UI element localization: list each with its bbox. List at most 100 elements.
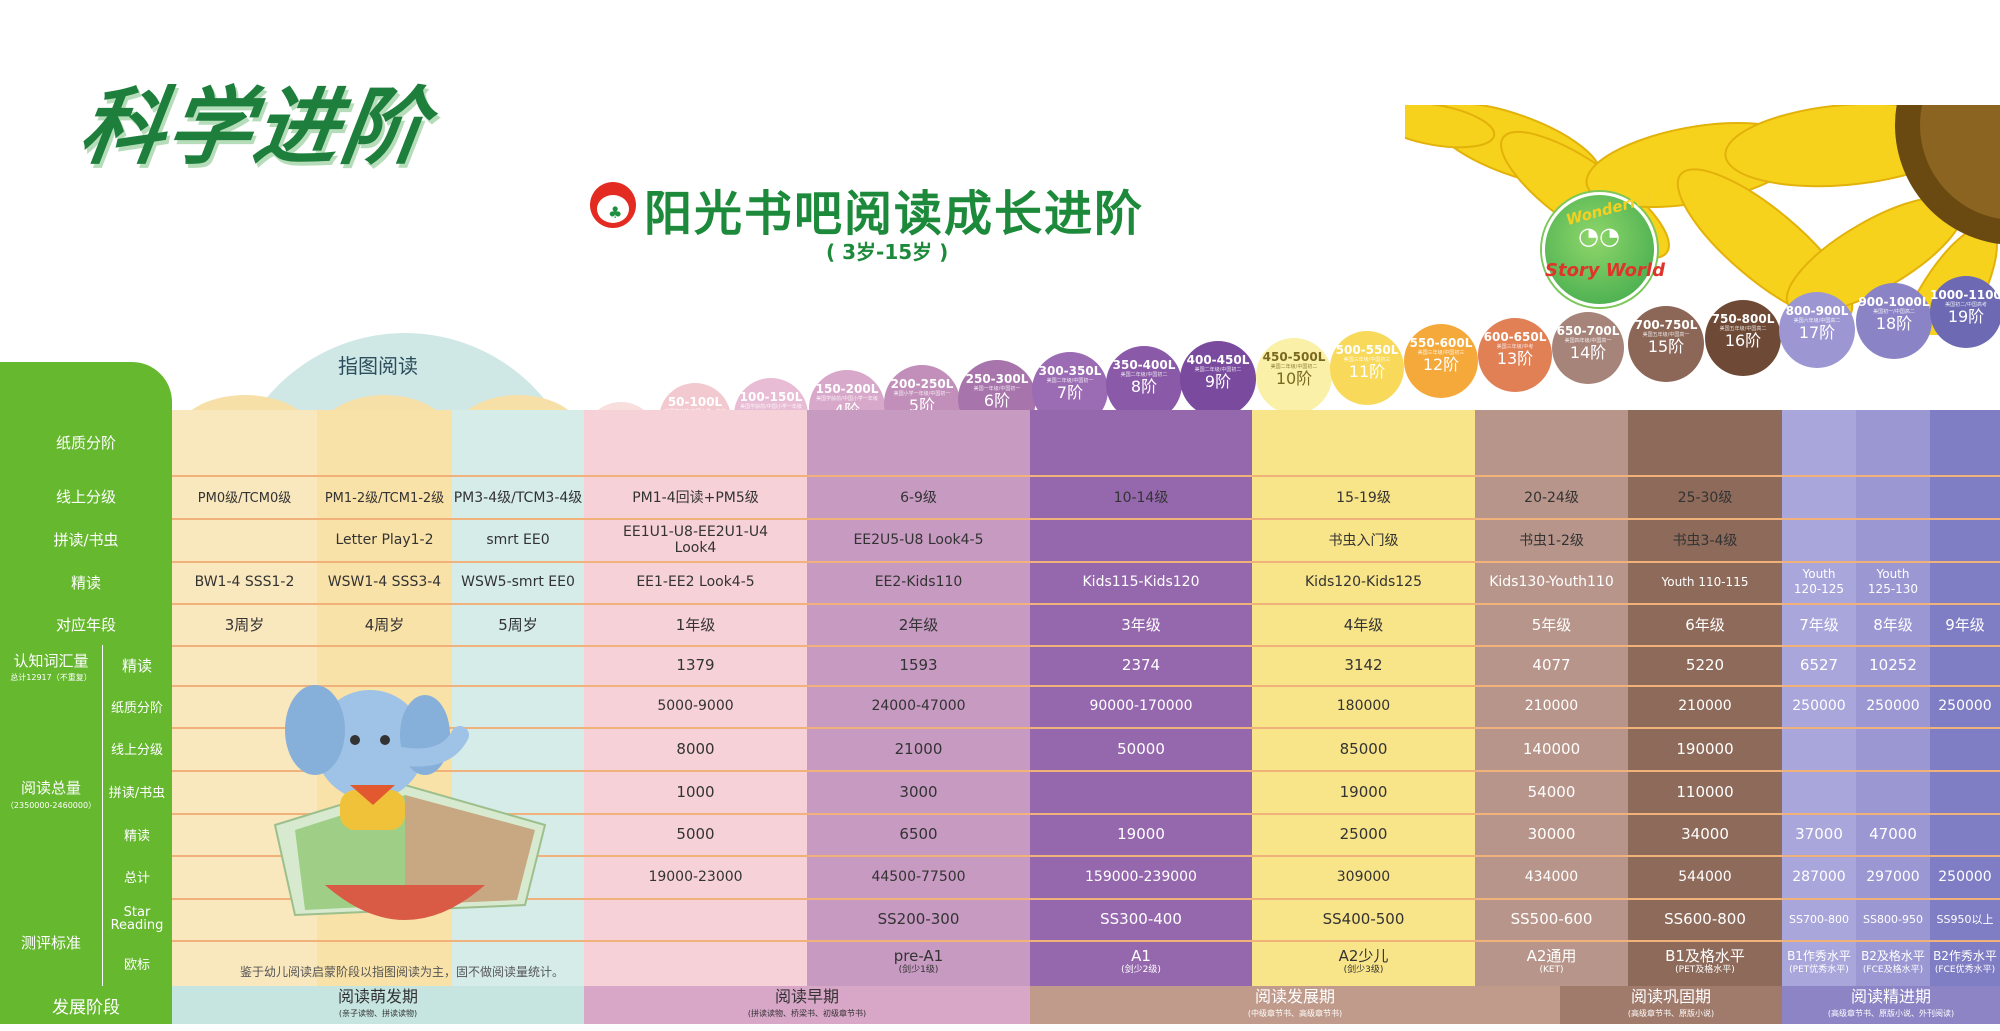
stage-name: 阅读精进期 bbox=[1850, 987, 1931, 1006]
star-reading-cell: SS700-800 bbox=[1789, 912, 1849, 926]
column-band bbox=[584, 410, 807, 986]
level-grade-note: 美国三年级/中考 bbox=[1496, 344, 1534, 350]
row-label-vocab: 认知词汇量 bbox=[0, 648, 102, 672]
row-label-vocab-note: 总计12917（不重复） bbox=[0, 670, 102, 684]
level-circle: 350-400L 美国二年级/中国初二 8阶 bbox=[1106, 346, 1182, 422]
phonics-cell: EE2U5-U8 Look4-5 bbox=[853, 531, 984, 548]
level-circle: 750-800L 美国五年级/中国高二 16阶 bbox=[1705, 300, 1781, 376]
level-lexile-range: 450-500L bbox=[1262, 350, 1326, 364]
total-paper-cell: 250000 bbox=[1938, 698, 1992, 714]
level-grade-note: 美国学龄前/中国小学一年级 bbox=[816, 396, 878, 402]
total-paper-cell: 250000 bbox=[1866, 698, 1920, 714]
stage-cell: 阅读巩固期 (高级章节书、原版小说) bbox=[1560, 986, 1782, 1024]
level-lexile-range: 900-1000L bbox=[1858, 295, 1930, 309]
picture-reading-title: 指图阅读 bbox=[338, 354, 418, 378]
row-label-phonics: 拼读/书虫 bbox=[0, 518, 172, 561]
level-circle: 800-900L 美国六年级/中国高二 17阶 bbox=[1779, 292, 1855, 368]
level-grade-note: 美国三年级/中国初三 bbox=[1417, 350, 1465, 356]
vocab-cell: 6527 bbox=[1799, 656, 1839, 674]
online-level-cell: PM3-4级/TCM3-4级 bbox=[453, 489, 583, 506]
total-sum-cell: 434000 bbox=[1524, 868, 1579, 885]
grade-cell: 9年级 bbox=[1945, 615, 1985, 634]
total-intensive-cell: 19000 bbox=[1117, 825, 1165, 843]
total-intensive-cell: 25000 bbox=[1339, 825, 1388, 843]
level-number: 17阶 bbox=[1798, 323, 1836, 342]
cefr-level: B2及格水平 bbox=[1861, 949, 1925, 963]
row-divider bbox=[172, 898, 2000, 900]
story-world-text: Story World bbox=[1545, 260, 1665, 281]
cefr-exam: (剑少2级) bbox=[1121, 965, 1161, 975]
row-divider bbox=[172, 685, 2000, 687]
intensive-cell: BW1-4 SSS1-2 bbox=[194, 574, 295, 590]
star-reading-cell: SS500-600 bbox=[1510, 910, 1593, 928]
level-circle: 400-450L 美国二年级/中国初二 9阶 bbox=[1180, 341, 1256, 417]
intensive-cell: WSW5-smrt EE0 bbox=[461, 574, 575, 590]
online-level-cell: 15-19级 bbox=[1336, 489, 1391, 506]
stage-cell: 阅读早期 (拼读读物、桥梁书、初级章节书) bbox=[584, 986, 1030, 1024]
level-grade-note: 美国六年级/中国高二 bbox=[1793, 318, 1841, 324]
level-lexile-range: 50-100L bbox=[667, 395, 723, 409]
row-label-total-intensive: 精读 bbox=[102, 813, 172, 855]
stage-note: (中级章节书、高级章节书) bbox=[1247, 1009, 1343, 1018]
cefr-cell: B2及格水平 (FCE及格水平) bbox=[1856, 940, 1930, 986]
level-grade-note: 美国初一/中国高二 bbox=[1873, 309, 1915, 315]
grade-cell: 3周岁 bbox=[224, 615, 265, 634]
grade-cell: 6年级 bbox=[1685, 615, 1725, 634]
cefr-level: pre-A1 bbox=[893, 947, 944, 965]
cefr-exam: (PET及格水平) bbox=[1675, 965, 1735, 975]
level-lexile-range: 300-350L bbox=[1038, 364, 1102, 378]
level-number: 8阶 bbox=[1130, 377, 1158, 396]
level-grade-note: 美国三年级/中国初三 bbox=[1343, 357, 1391, 363]
intensive-cell: Kids130-Youth110 bbox=[1489, 574, 1614, 590]
row-divider bbox=[172, 475, 2000, 477]
grade-cell: 8年级 bbox=[1873, 615, 1913, 634]
row-divider bbox=[172, 603, 2000, 605]
level-circle: 450-500L 美国二年级/中国初二 10阶 bbox=[1256, 338, 1332, 414]
level-number: 18阶 bbox=[1875, 314, 1913, 333]
total-sum-cell: 544000 bbox=[1678, 868, 1732, 885]
intensive-cell: Youth 125-130 bbox=[1867, 567, 1919, 596]
level-circle: 550-600L 美国三年级/中国初三 12阶 bbox=[1404, 324, 1478, 398]
vocab-cell: 10252 bbox=[1869, 656, 1917, 674]
total-online-cell: 50000 bbox=[1117, 739, 1165, 758]
intensive-cell: EE2-Kids110 bbox=[874, 574, 963, 590]
cefr-level: B1作秀水平 bbox=[1787, 949, 1851, 963]
level-lexile-range: 1000-1100L bbox=[1930, 288, 2000, 302]
grade-cell: 7年级 bbox=[1799, 615, 1839, 634]
level-lexile-range: 550-600L bbox=[1409, 336, 1473, 350]
total-sum-cell: 309000 bbox=[1336, 868, 1391, 885]
star-reading-cell: SS950以上 bbox=[1936, 913, 1994, 926]
total-online-cell: 8000 bbox=[676, 739, 715, 758]
cefr-cell: pre-A1 (剑少1级) bbox=[807, 940, 1030, 986]
cefr-cell: B1及格水平 (PET及格水平) bbox=[1628, 940, 1782, 986]
star-reading-cell: SS200-300 bbox=[877, 910, 960, 928]
total-online-cell: 21000 bbox=[894, 739, 943, 758]
stage-note: (亲子读物、拼读读物) bbox=[338, 1009, 418, 1018]
row-label-online: 线上分级 bbox=[0, 475, 172, 518]
cefr-exam: (剑少1级) bbox=[898, 965, 939, 975]
phonics-cell: smrt EE0 bbox=[486, 531, 550, 548]
level-circle: 500-550L 美国三年级/中国初三 11阶 bbox=[1330, 331, 1404, 405]
row-label-grade: 对应年段 bbox=[0, 603, 172, 645]
stage-name: 阅读萌发期 bbox=[337, 987, 418, 1006]
total-online-cell: 190000 bbox=[1676, 739, 1734, 758]
column-band bbox=[807, 410, 1030, 986]
level-lexile-range: 500-550L bbox=[1335, 343, 1399, 357]
online-level-cell: 20-24级 bbox=[1524, 489, 1579, 506]
level-number: 14阶 bbox=[1569, 343, 1607, 362]
level-lexile-range: 700-750L bbox=[1634, 318, 1698, 332]
cefr-level: B1及格水平 bbox=[1665, 947, 1745, 965]
intensive-cell: Kids115-Kids120 bbox=[1082, 574, 1200, 590]
column-band bbox=[1782, 410, 1856, 986]
row-label-total-sum: 总计 bbox=[102, 855, 172, 898]
row-divider bbox=[172, 940, 2000, 942]
grade-cell: 1年级 bbox=[675, 615, 716, 634]
grade-cell: 4周岁 bbox=[364, 615, 405, 634]
row-divider bbox=[172, 561, 2000, 563]
column-band bbox=[1856, 410, 1930, 986]
level-grade-note: 美国二年级/中国初二 bbox=[1270, 364, 1318, 370]
row-label-star: Star Reading bbox=[102, 898, 172, 940]
cefr-level: A2通用 bbox=[1526, 947, 1577, 965]
row-label-test: 测评标准 bbox=[0, 898, 102, 986]
row-label-total: 阅读总量 bbox=[0, 775, 102, 799]
